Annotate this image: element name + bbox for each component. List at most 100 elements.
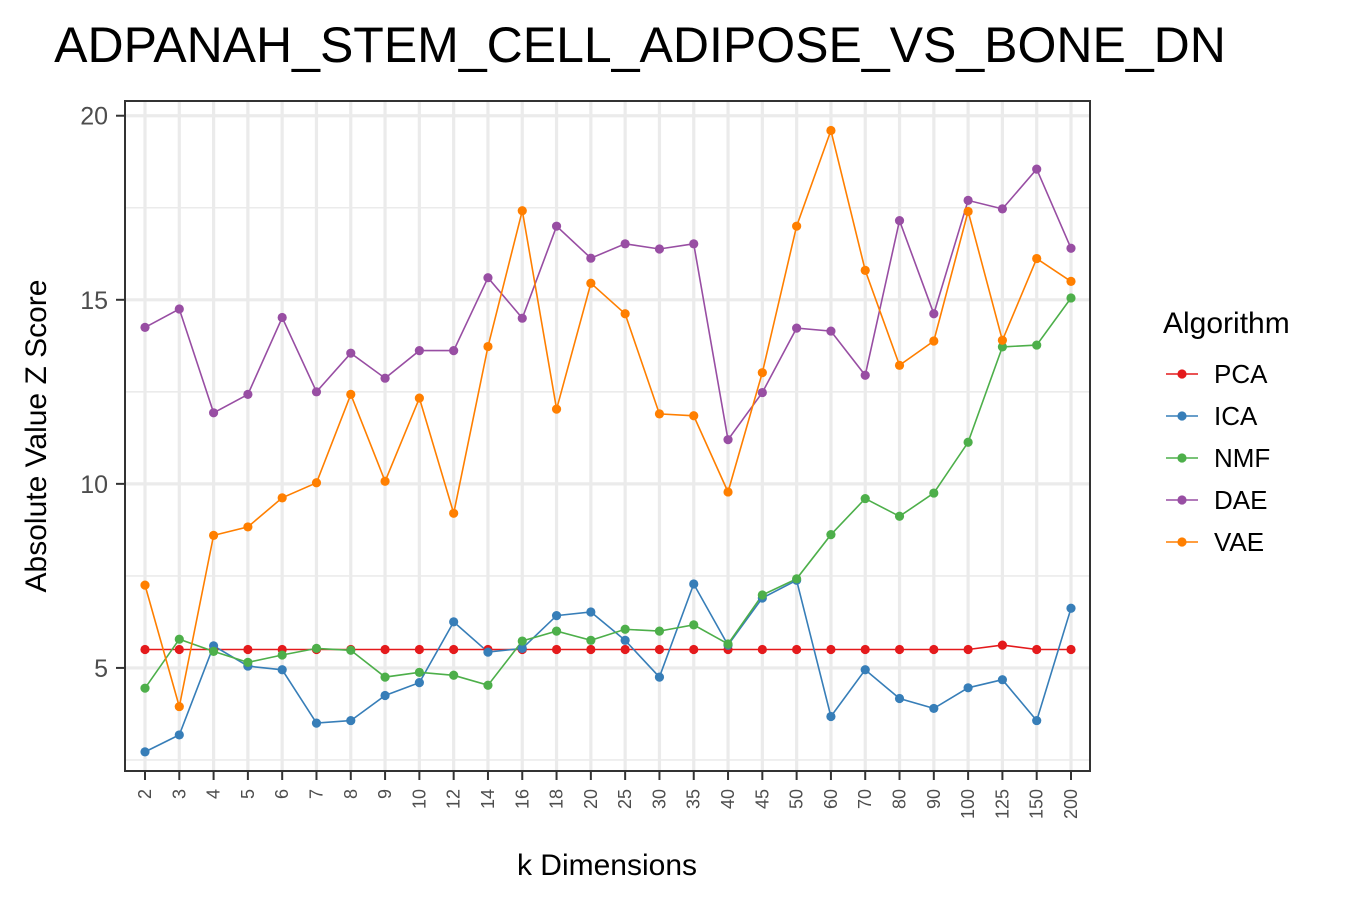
data-point-nmf bbox=[689, 620, 699, 630]
data-point-vae bbox=[414, 393, 424, 403]
data-point-nmf bbox=[551, 626, 562, 636]
x-tick-label: 200 bbox=[1061, 789, 1081, 819]
data-point-nmf bbox=[517, 636, 527, 646]
data-point-pca bbox=[689, 644, 699, 655]
data-point-vae bbox=[311, 478, 322, 488]
x-tick-label: 90 bbox=[924, 789, 944, 809]
data-point-vae bbox=[963, 206, 973, 217]
data-point-vae bbox=[551, 404, 562, 414]
plot-background bbox=[125, 101, 1090, 771]
data-point-dae bbox=[483, 273, 493, 283]
data-point-vae bbox=[723, 487, 733, 497]
data-point-dae bbox=[243, 389, 253, 400]
data-point-dae bbox=[894, 216, 905, 226]
data-point-dae bbox=[757, 387, 767, 398]
data-point-ica bbox=[963, 683, 973, 693]
data-point-vae bbox=[174, 701, 184, 712]
data-point-nmf bbox=[174, 634, 184, 644]
legend-key-point bbox=[1177, 537, 1187, 547]
y-axis: 5 10 15 20 bbox=[80, 103, 125, 683]
legend-key-point bbox=[1177, 411, 1187, 421]
data-point-ica bbox=[174, 730, 184, 740]
data-point-nmf bbox=[140, 683, 150, 693]
data-point-dae bbox=[689, 239, 699, 249]
data-point-ica bbox=[311, 718, 322, 728]
x-tick-label: 150 bbox=[1027, 789, 1047, 819]
data-point-nmf bbox=[757, 590, 767, 600]
legend-label: VAE bbox=[1214, 527, 1264, 557]
data-point-vae bbox=[860, 265, 870, 275]
data-point-dae bbox=[551, 221, 562, 231]
data-point-dae bbox=[449, 345, 459, 356]
data-point-nmf bbox=[208, 646, 219, 656]
x-tick-label: 2 bbox=[135, 789, 155, 799]
data-point-pca bbox=[243, 644, 253, 655]
data-point-vae bbox=[997, 335, 1008, 345]
data-point-ica bbox=[380, 690, 390, 701]
data-point-vae bbox=[449, 508, 459, 518]
y-tick-label: 10 bbox=[80, 471, 108, 499]
legend-item-nmf: NMF bbox=[1166, 443, 1270, 473]
data-point-pca bbox=[140, 644, 150, 655]
data-point-pca bbox=[1032, 644, 1042, 655]
data-point-nmf bbox=[346, 645, 356, 655]
data-point-dae bbox=[1032, 164, 1042, 174]
data-point-vae bbox=[517, 206, 527, 216]
legend-item-pca: PCA bbox=[1166, 359, 1268, 389]
legend-title: Algorithm bbox=[1163, 307, 1290, 340]
series-line-vae bbox=[144, 127, 1072, 707]
x-tick-label: 70 bbox=[855, 789, 875, 809]
data-point-nmf bbox=[449, 670, 459, 680]
data-point-pca bbox=[586, 644, 596, 655]
x-tick-label: 9 bbox=[375, 789, 395, 799]
data-point-ica bbox=[689, 579, 699, 589]
legend-label: DAE bbox=[1214, 485, 1267, 515]
data-point-ica bbox=[929, 703, 939, 714]
data-point-vae bbox=[894, 360, 905, 370]
data-point-pca bbox=[963, 644, 973, 655]
data-point-dae bbox=[997, 204, 1008, 214]
x-tick-label: 30 bbox=[649, 789, 669, 809]
data-point-dae bbox=[208, 408, 219, 418]
data-point-ica bbox=[277, 665, 287, 675]
data-point-nmf bbox=[997, 342, 1008, 352]
x-axis-label: k Dimensions bbox=[517, 849, 697, 882]
data-point-nmf bbox=[894, 511, 905, 521]
legend-item-vae: VAE bbox=[1166, 527, 1264, 557]
data-point-dae bbox=[963, 195, 973, 205]
legend: Algorithm PCA ICA NMF DAE VAE bbox=[1163, 307, 1290, 557]
data-point-dae bbox=[311, 387, 322, 397]
data-point-dae bbox=[1066, 243, 1076, 253]
plot-panel bbox=[125, 101, 1090, 771]
data-point-pca bbox=[826, 644, 836, 655]
data-point-ica bbox=[997, 675, 1008, 685]
x-tick-label: 3 bbox=[169, 789, 189, 799]
data-point-vae bbox=[757, 368, 767, 378]
data-point-nmf bbox=[1066, 293, 1076, 303]
x-tick-label: 12 bbox=[444, 789, 464, 809]
data-point-vae bbox=[277, 493, 287, 503]
x-tick-label: 25 bbox=[615, 789, 635, 809]
data-point-pca bbox=[551, 644, 562, 655]
data-point-pca bbox=[860, 644, 870, 655]
data-point-nmf bbox=[654, 626, 665, 636]
series-line-dae bbox=[144, 167, 1072, 442]
legend-label: ICA bbox=[1214, 401, 1258, 431]
data-point-nmf bbox=[311, 643, 322, 654]
data-point-vae bbox=[654, 409, 665, 419]
data-point-nmf bbox=[380, 672, 390, 682]
data-point-vae bbox=[208, 530, 219, 540]
data-point-nmf bbox=[860, 493, 870, 504]
x-tick-label: 125 bbox=[992, 789, 1012, 819]
x-tick-label: 7 bbox=[306, 789, 326, 799]
data-point-vae bbox=[1066, 276, 1076, 286]
legend-item-dae: DAE bbox=[1166, 485, 1267, 515]
data-point-ica bbox=[586, 607, 596, 617]
grid bbox=[125, 101, 1090, 771]
legend-key-point bbox=[1177, 453, 1187, 463]
data-point-nmf bbox=[929, 488, 939, 498]
data-point-vae bbox=[1032, 253, 1042, 264]
x-tick-label: 50 bbox=[787, 789, 807, 809]
y-tick-label: 5 bbox=[94, 655, 108, 683]
